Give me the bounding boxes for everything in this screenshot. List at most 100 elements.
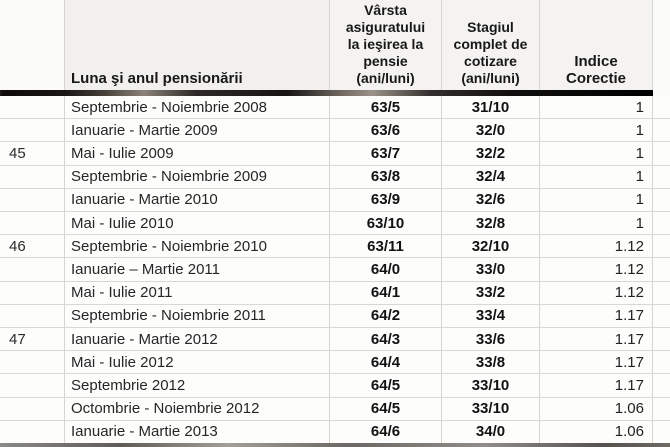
cell-stage[interactable]: 33/6	[442, 328, 540, 351]
stage-text: 33/4	[475, 307, 506, 325]
cell-age[interactable]: 64/5	[330, 397, 442, 420]
cell-age[interactable]: 64/3	[330, 328, 442, 351]
cell-age[interactable]: 64/2	[330, 304, 442, 328]
cell-month[interactable]: Ianuarie - Martie 2009	[65, 119, 330, 142]
cell-index[interactable]: 1.06	[540, 397, 653, 420]
cell-age[interactable]: 64/6	[330, 420, 442, 444]
cell-overflow[interactable]	[653, 421, 670, 443]
cell-age[interactable]: 64/5	[330, 374, 442, 397]
cell-rownum[interactable]	[0, 258, 65, 281]
cell-rownum[interactable]: 47	[0, 328, 65, 351]
cell-stage[interactable]: 33/10	[442, 374, 540, 397]
cell-age[interactable]: 63/7	[330, 142, 442, 165]
cell-age[interactable]: 64/4	[330, 351, 442, 374]
cell-overflow[interactable]	[653, 189, 670, 211]
cell-month[interactable]: Mai - Iulie 2011	[65, 281, 330, 304]
cell-stage[interactable]: 32/4	[442, 165, 540, 188]
cell-age[interactable]: 63/9	[330, 188, 442, 212]
cell-index[interactable]: 1.17	[540, 304, 653, 328]
cell-month[interactable]: Mai - Iulie 2009	[65, 142, 330, 165]
cell-index[interactable]: 1	[540, 188, 653, 212]
cell-stage[interactable]: 33/2	[442, 281, 540, 304]
cell-month[interactable]: Ianuarie - Martie 2012	[65, 328, 330, 351]
cell-rownum[interactable]	[0, 165, 65, 188]
cell-overflow[interactable]	[653, 258, 670, 280]
cell-rownum[interactable]	[0, 188, 65, 212]
cell-index[interactable]: 1.17	[540, 374, 653, 397]
cell-overflow[interactable]	[653, 212, 670, 234]
cell-age[interactable]: 63/8	[330, 165, 442, 188]
cell-overflow[interactable]	[653, 282, 670, 304]
cell-rownum[interactable]	[0, 420, 65, 444]
cell-index[interactable]: 1	[540, 96, 653, 119]
cell-overflow[interactable]	[653, 166, 670, 188]
cell-overflow[interactable]	[653, 119, 670, 141]
cell-overflow[interactable]	[653, 374, 670, 396]
cell-rownum[interactable]	[0, 96, 65, 119]
cell-rownum[interactable]	[0, 212, 65, 235]
cell-rownum[interactable]	[0, 281, 65, 304]
cell-index[interactable]: 1.17	[540, 328, 653, 351]
cell-index[interactable]: 1	[540, 142, 653, 165]
cell-index[interactable]: 1.06	[540, 420, 653, 444]
cell-age[interactable]: 63/11	[330, 235, 442, 258]
header-cell-stage[interactable]: Stagiul complet de cotizare (ani/luni)	[442, 0, 540, 90]
cell-stage[interactable]: 33/8	[442, 351, 540, 374]
cell-month[interactable]: Septembrie - Noiembrie 2010	[65, 235, 330, 258]
cell-rownum[interactable]	[0, 374, 65, 397]
cell-age[interactable]: 63/10	[330, 212, 442, 235]
cell-age[interactable]: 64/0	[330, 258, 442, 281]
cell-age[interactable]: 64/1	[330, 281, 442, 304]
cell-index[interactable]: 1	[540, 119, 653, 142]
cell-overflow[interactable]	[653, 351, 670, 373]
cell-overflow[interactable]	[653, 328, 670, 350]
cell-age[interactable]: 63/5	[330, 96, 442, 119]
cell-rownum[interactable]	[0, 119, 65, 142]
cell-index[interactable]: 1.12	[540, 258, 653, 281]
cell-overflow[interactable]	[653, 142, 670, 164]
cell-stage[interactable]: 32/2	[442, 142, 540, 165]
cell-stage[interactable]: 33/4	[442, 304, 540, 328]
cell-month[interactable]: Septembrie 2012	[65, 374, 330, 397]
cell-month[interactable]: Octombrie - Noiembrie 2012	[65, 397, 330, 420]
cell-index[interactable]: 1.12	[540, 235, 653, 258]
month-text: Septembrie - Noiembrie 2009	[71, 168, 267, 186]
header-cell-month[interactable]: Luna şi anul pensionării	[65, 0, 330, 90]
stage-text: 33/2	[475, 284, 506, 302]
cell-overflow[interactable]	[653, 235, 670, 257]
cell-stage[interactable]: 33/10	[442, 397, 540, 420]
table-row: 47 Ianuarie - Martie 2012 64/3 33/6 1.17	[0, 328, 670, 352]
cell-rownum[interactable]	[0, 397, 65, 420]
cell-stage[interactable]: 33/0	[442, 258, 540, 281]
cell-stage[interactable]: 32/6	[442, 188, 540, 212]
header-cell-rownum[interactable]	[0, 0, 65, 90]
cell-rownum[interactable]: 45	[0, 142, 65, 165]
cell-rownum[interactable]	[0, 351, 65, 374]
cell-overflow[interactable]	[653, 96, 670, 118]
cell-age[interactable]: 63/6	[330, 119, 442, 142]
cell-index[interactable]: 1.17	[540, 351, 653, 374]
header-cell-index[interactable]: Indice Corectie	[540, 0, 653, 90]
cell-index[interactable]: 1	[540, 165, 653, 188]
cell-stage[interactable]: 32/0	[442, 119, 540, 142]
cell-month[interactable]: Mai - Iulie 2012	[65, 351, 330, 374]
header-cell-overflow[interactable]	[653, 0, 670, 90]
cell-overflow[interactable]	[653, 398, 670, 420]
cell-rownum[interactable]: 46	[0, 235, 65, 258]
cell-stage[interactable]: 31/10	[442, 96, 540, 119]
cell-month[interactable]: Ianuarie - Martie 2013	[65, 420, 330, 444]
cell-stage[interactable]: 32/8	[442, 212, 540, 235]
cell-stage[interactable]: 34/0	[442, 420, 540, 444]
cell-month[interactable]: Septembrie - Noiembrie 2008	[65, 96, 330, 119]
cell-rownum[interactable]	[0, 304, 65, 328]
cell-index[interactable]: 1.12	[540, 281, 653, 304]
header-cell-age[interactable]: Vârsta asiguratului la ieşirea la pensie…	[330, 0, 442, 90]
cell-month[interactable]: Septembrie - Noiembrie 2009	[65, 165, 330, 188]
cell-index[interactable]: 1	[540, 212, 653, 235]
cell-month[interactable]: Septembrie - Noiembrie 2011	[65, 304, 330, 328]
cell-month[interactable]: Ianuarie - Martie 2010	[65, 188, 330, 212]
cell-overflow[interactable]	[653, 305, 670, 327]
cell-month[interactable]: Mai - Iulie 2010	[65, 212, 330, 235]
cell-stage[interactable]: 32/10	[442, 235, 540, 258]
cell-month[interactable]: Ianuarie – Martie 2011	[65, 258, 330, 281]
